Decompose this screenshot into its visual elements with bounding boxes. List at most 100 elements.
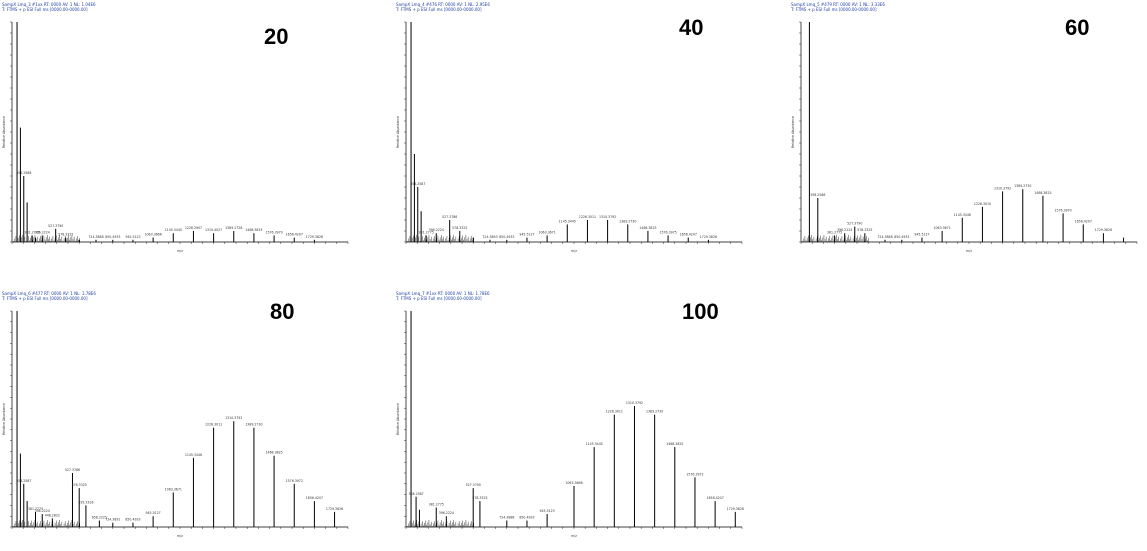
peak-label: 1468.3825 [245, 228, 262, 232]
spectrum-panel-20: SampX Lmq_3 #1xx RT: 0000 AV: 1 NL: 1.04… [2, 2, 352, 264]
peak-label: 1656.4207 [286, 233, 303, 237]
peak-label: 527.3790 [466, 483, 481, 487]
spectrum-plot: Relative Abundance m/z 358.2587 381.2775 396… [396, 310, 744, 538]
peak-label: 945.5127 [146, 511, 161, 515]
peak-label: 1389.2730 [619, 219, 636, 223]
panel-header: SampX Lmq_4 #476 RT: 0000 AV: 1 NL: 2.95… [396, 2, 490, 12]
peak-label: 578.3325 [857, 228, 872, 232]
peak-label: 595.3326 [78, 500, 93, 504]
y-axis-label: Relative Abundance [2, 116, 6, 148]
peak-label: 850.4933 [499, 235, 514, 239]
panel-header: SampX Lmq_6 #477 RT: 0000 AV: 1 NL: 1.78… [2, 291, 96, 301]
peak-label: 1468.3825 [265, 451, 282, 455]
peak-label: 724.3893 [482, 235, 497, 239]
peak-label: 1063.3671 [538, 230, 555, 234]
peak-label: 1063.3671 [933, 226, 950, 230]
peak-label: 1063.3666 [565, 481, 582, 485]
peak-label: 1576.3975 [659, 230, 676, 234]
peak-label: 1656.4207 [706, 496, 723, 500]
peak-label: 448.2822 [45, 513, 60, 517]
peak-label: 1576.3972 [686, 472, 703, 476]
peak-label: 527.3786 [65, 468, 80, 472]
spectrum-panel-40: SampX Lmq_4 #476 RT: 0000 AV: 1 NL: 2.95… [396, 2, 746, 264]
peak-label: 396.2224 [429, 228, 444, 232]
peak-label: 358.2587 [16, 479, 31, 483]
peak-label: 1145.3446 [185, 453, 202, 457]
peak-label: 381.2775 [827, 230, 842, 234]
peak-label: 1145.3446 [954, 213, 971, 217]
peak-label: 1468.3825 [639, 226, 656, 230]
y-axis-label: Relative Abundance [396, 403, 400, 435]
peak-label: 396.2224 [35, 509, 50, 513]
panel-big-label: 60 [1065, 15, 1090, 40]
x-axis-label: m/z [177, 534, 183, 538]
peak-label: 1226.2907 [185, 226, 202, 230]
header-line-2: T: FTMS + p ESI Full ms [0000.00-0000.00… [2, 296, 88, 301]
peak-label: 1310.3792 [626, 401, 643, 405]
peak-label: 578.3325 [72, 483, 87, 487]
peak-label: 1576.3970 [265, 230, 282, 234]
header-line-2: T: FTMS + p ESI Full ms [0000.00-0000.00… [791, 7, 877, 12]
peak-label: 527.3786 [442, 215, 457, 219]
peak-label: 381.2775 [28, 507, 43, 511]
peak-label: 396.2224 [35, 230, 50, 234]
peak-label: 1389.2730 [646, 410, 663, 414]
panel-header: SampX Lmq_5 #479 RT: 0000 AV: 1 NL: 3.33… [791, 2, 885, 12]
header-line-1: SampX Lmq_4 #476 RT: 0000 AV: 1 NL: 2.95… [396, 2, 490, 7]
peak-label: 1310.3792 [599, 215, 616, 219]
panel-big-label: 40 [679, 15, 704, 40]
peak-label: 850.4933 [105, 235, 120, 239]
spectrum-plot: Relative Abundance m/z 358.2587 381.2775396… [2, 310, 349, 538]
peak-label: 358.2588 [810, 193, 825, 197]
header-line-2: T: FTMS + p ESI Full ms [0000.00-0000.00… [2, 7, 88, 12]
peak-label: 396.2224 [439, 511, 454, 515]
peak-label: 358.2587 [410, 182, 425, 186]
peak-label: 381.2775 [25, 230, 40, 234]
peak-label: 1389.2730 [245, 423, 262, 427]
peak-label: 1576.3970 [1054, 208, 1071, 212]
peak-label: 945.5127 [914, 233, 929, 237]
peak-label: 1468.3825 [1034, 191, 1051, 195]
peak-label: 396.2224 [837, 228, 852, 232]
spectrum-panel-60: SampX Lmq_5 #479 RT: 0000 AV: 1 NL: 3.33… [791, 2, 1141, 264]
peak-label: 527.3790 [48, 224, 63, 228]
spectrum-plot: Relative Abundance m/z 358.2588 381.2775396… [791, 21, 1138, 253]
peak-label: 578.3325 [472, 496, 487, 500]
panel-big-label: 100 [682, 299, 719, 324]
peak-label: 1729.3826 [700, 235, 717, 239]
peak-label: 1145.3445 [559, 219, 576, 223]
peak-label: 578.3325 [58, 233, 73, 237]
spectrum-panel-100: SampX Lmq_7 #1xx RT: 0000 AV: 1 NL: 1.78… [396, 291, 746, 549]
peak-label: 850.4933 [519, 516, 534, 520]
peak-label: 358.2587 [408, 492, 423, 496]
spectrum-plot: Relative Abundancem/z358.2587381.2775396… [396, 21, 743, 253]
x-axis-label: m/z [571, 534, 577, 538]
header-line-1: SampX Lmq_7 #1xx RT: 0000 AV: 1 NL: 1.78… [396, 291, 490, 296]
y-axis-label: Relative Abundance [2, 403, 6, 435]
peak-label: 850.4933 [894, 235, 909, 239]
peak-label: 1389.2728 [225, 226, 242, 230]
peak-label: 724.3888 [499, 516, 514, 520]
header-line-2: T: FTMS + p ESI Full ms [0000.00-0000.00… [396, 7, 482, 12]
peak-label: 1656.4207 [680, 233, 697, 237]
peak-label: 945.5127 [519, 233, 534, 237]
header-line-1: SampX Lmq_6 #477 RT: 0000 AV: 1 NL: 1.78… [2, 291, 96, 296]
peak-label: 381.2775 [419, 230, 434, 234]
x-axis-label: m/z [966, 249, 972, 253]
peak-label: 1310.3792 [225, 416, 242, 420]
peak-label: 1729.3826 [326, 507, 343, 511]
peak-label: 578.3325 [452, 226, 467, 230]
header-line-2: T: FTMS + p ESI Full ms [0000.00-0000.00… [396, 296, 482, 301]
peak-label: 1226.3011 [606, 410, 623, 414]
y-axis-label: Relative Abundance [791, 116, 795, 148]
peak-label: 381.2775 [429, 503, 444, 507]
peak-label: 724.3888 [877, 235, 892, 239]
peak-label: 1729.3826 [1095, 228, 1112, 232]
x-axis-label: m/z [177, 249, 183, 253]
panel-header: SampX Lmq_3 #1xx RT: 0000 AV: 1 NL: 1.04… [2, 2, 96, 12]
peak-label: 1468.3825 [666, 442, 683, 446]
peak-label: 1226.3010 [974, 202, 991, 206]
panel-header: SampX Lmq_7 #1xx RT: 0000 AV: 1 NL: 1.78… [396, 291, 490, 301]
peak-label: 850.4933 [125, 518, 140, 522]
peak-label: 1063.3666 [144, 233, 161, 237]
